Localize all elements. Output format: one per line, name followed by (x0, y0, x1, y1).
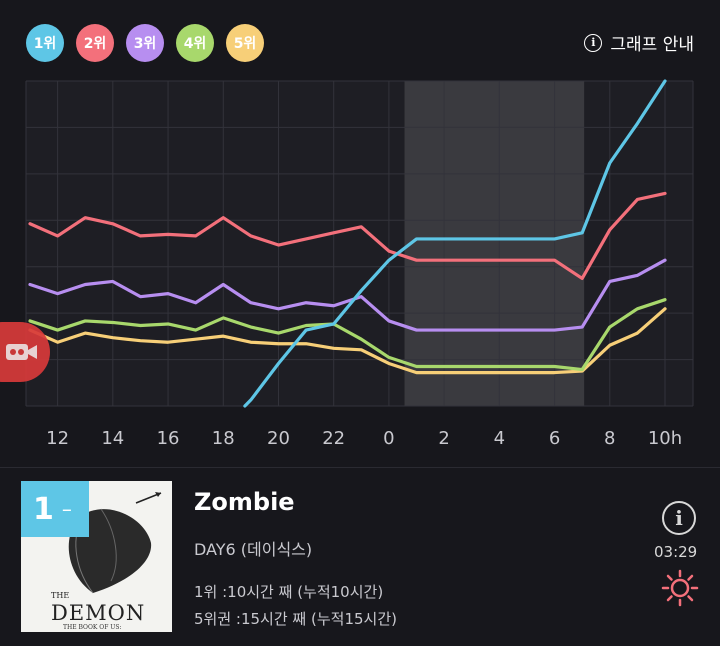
series-line-3 (28, 258, 667, 332)
first-place-stat: 1위 :10시간 째 (누적10시간) (194, 583, 384, 601)
x-tick-label: 0 (383, 428, 394, 449)
legend-rank-5[interactable]: 5위 (226, 24, 264, 62)
series-line-4 (28, 298, 667, 372)
sun-icon[interactable] (660, 568, 700, 608)
x-tick-label: 6 (549, 428, 560, 449)
plot-area (26, 81, 693, 406)
update-time: 03:29 (654, 543, 698, 561)
rank-chart: 12 14 16 18 20 22 0 2 4 6 8 10h (25, 79, 694, 449)
rank-indicator: 1 – (21, 481, 89, 537)
legend-rank-3[interactable]: 3위 (126, 24, 164, 62)
graph-guide-button[interactable]: i 그래프 안내 (584, 30, 694, 55)
rank-change: – (61, 497, 72, 521)
x-tick-label: 10h (648, 428, 682, 449)
rank-legend: 1위 2위 3위 4위 5위 (26, 24, 264, 62)
x-tick-label: 14 (101, 428, 124, 449)
graph-guide-label: 그래프 안내 (610, 35, 694, 55)
legend-rank-2[interactable]: 2위 (76, 24, 114, 62)
highlight-band (404, 81, 585, 406)
album-name: DEMON (51, 601, 146, 625)
album-the: THE (51, 591, 70, 600)
x-tick-label: 4 (494, 428, 505, 449)
album-subtitle: THE BOOK OF US: (63, 624, 122, 631)
legend-rank-1[interactable]: 1위 (26, 24, 64, 62)
x-tick-label: 12 (46, 428, 69, 449)
info-icon: i (584, 33, 603, 52)
x-tick-label: 18 (212, 428, 235, 449)
album-cover[interactable]: 1 – THE DEMON THE BOOK OF US: (21, 481, 172, 632)
top5-stat: 5위권 :15시간 째 (누적15시간) (194, 610, 397, 628)
x-tick-label: 8 (604, 428, 615, 449)
screen-record-button[interactable] (0, 322, 50, 382)
x-tick-label: 22 (322, 428, 345, 449)
x-tick-label: 2 (438, 428, 449, 449)
video-camera-icon (6, 344, 37, 360)
legend-rank-4[interactable]: 4위 (176, 24, 214, 62)
rank-number: 1 (33, 491, 54, 527)
song-title[interactable]: Zombie (194, 488, 295, 516)
series-line-1 (243, 79, 667, 408)
series-line-2 (28, 191, 667, 281)
song-artist[interactable]: DAY6 (데이식스) (194, 540, 313, 559)
series-line-5 (28, 307, 667, 375)
divider (0, 467, 720, 468)
x-tick-label: 20 (267, 428, 290, 449)
x-tick-label: 16 (157, 428, 180, 449)
song-info-button[interactable]: i (662, 501, 696, 535)
